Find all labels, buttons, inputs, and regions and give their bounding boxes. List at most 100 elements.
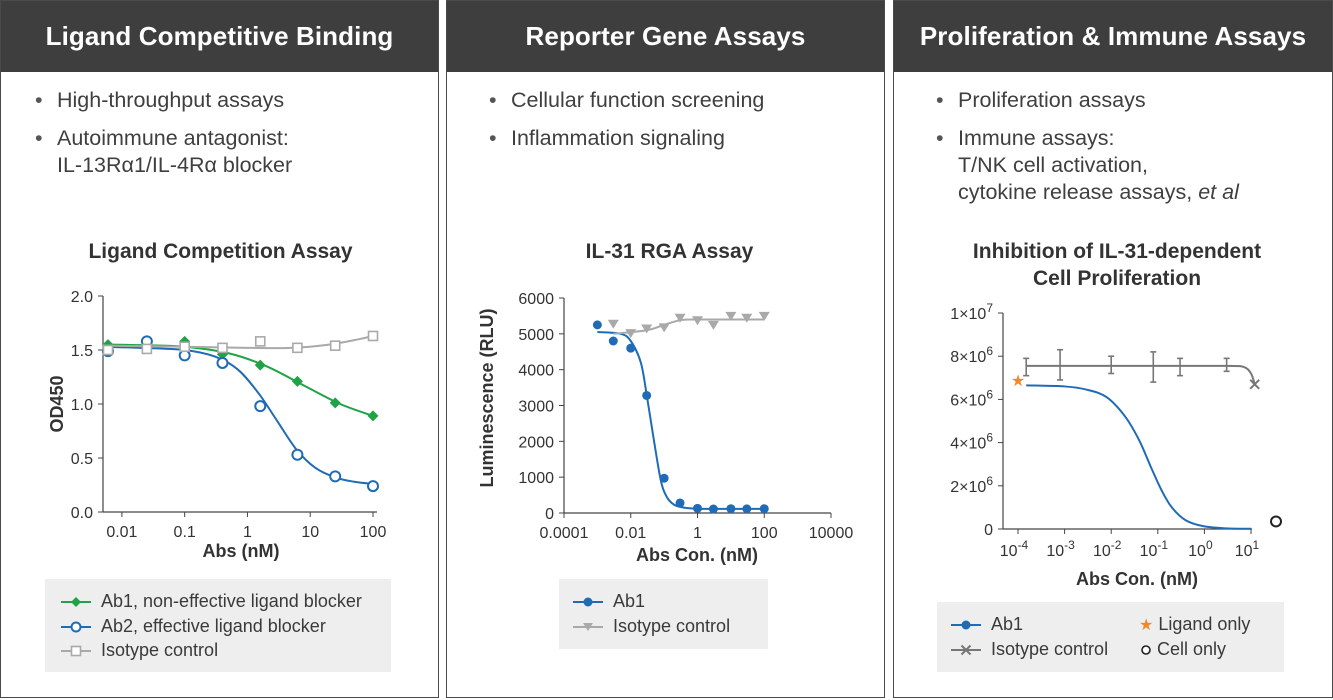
panel-header: Reporter Gene Assays [447, 1, 884, 72]
x-axis-label: Abs Con. (nM) [1076, 569, 1198, 589]
y-tick-label: 4×106 [950, 431, 993, 453]
data-point [725, 311, 737, 321]
data-point [608, 336, 618, 346]
bullet-text: Cellular function screening [511, 88, 765, 112]
data-point [291, 375, 303, 387]
legend-label: Ab2, effective ligand blocker [101, 616, 326, 636]
chart-title: Ligand Competition Assay [88, 240, 353, 263]
legend-label: Ab1 [991, 614, 1024, 634]
legend-item-cell: Cell only [1139, 639, 1226, 660]
bullet-list: Cellular function screening Inflammation… [485, 87, 764, 163]
data-point [254, 336, 266, 347]
data-point [367, 410, 379, 422]
y-axis-label: OD450 [47, 375, 67, 432]
legend-label: Cell only [1157, 639, 1227, 659]
y-tick-label: 0 [545, 506, 554, 523]
legend-label: Isotype control [991, 639, 1109, 659]
y-tick-label: 0 [984, 522, 993, 539]
data-point [759, 504, 769, 514]
data-point [693, 503, 702, 513]
x-tick-label: 10-3 [1046, 538, 1075, 560]
y-tick-label: 3000 [518, 399, 554, 416]
y-tick-label: 2.0 [71, 289, 93, 306]
panel-header: Ligand Competitive Binding [1, 1, 438, 72]
legend-item-ab1: Ab1, non-effective ligand blocker [59, 591, 362, 612]
data-point [367, 480, 379, 493]
x-tick-label: 1 [243, 524, 252, 541]
x-tick-label: 10-4 [1000, 538, 1029, 560]
panel-reporter-gene: Reporter Gene Assays Cellular function s… [446, 0, 885, 698]
data-point [692, 316, 703, 326]
y-tick-label: 8×106 [950, 344, 993, 366]
open-circle-marker-icon [1141, 645, 1151, 656]
bullet-text-italic: et al [1198, 180, 1239, 204]
data-point [254, 400, 267, 413]
data-point [641, 324, 653, 334]
legend: Ab1 Isotype control ★ Ligand only Cell on… [937, 602, 1284, 672]
fit-curve [613, 318, 765, 335]
data-point [179, 341, 190, 353]
data-point [607, 319, 619, 329]
chart-cell-proliferation: 0 2×106 4×106 6×106 8×106 1×107 10-4 10-3 10-2 10… [950, 301, 1282, 589]
y-tick-label: 6000 [518, 291, 554, 308]
open-circle-marker-icon [61, 621, 91, 633]
x-tick-label: 100 [360, 524, 387, 541]
circle-marker-icon [951, 620, 981, 630]
data-point [1249, 379, 1260, 390]
data-point [367, 330, 379, 342]
data-point [726, 504, 736, 514]
legend-label: Ab1, non-effective ligand blocker [101, 591, 362, 611]
data-point [102, 344, 114, 356]
circle-marker-icon [573, 597, 603, 607]
y-tick-label: 1000 [518, 470, 554, 487]
bullet-item: High-throughput assays [31, 87, 292, 114]
diamond-marker-icon [61, 597, 91, 608]
star-marker-icon: ★ [1011, 373, 1025, 390]
x-tick-label: 100 [751, 525, 778, 542]
legend-item-ab1: Ab1 [571, 591, 645, 612]
data-point [707, 320, 719, 330]
x-marker-icon [951, 645, 981, 656]
x-tick-label: 10-2 [1093, 538, 1122, 560]
y-tick-label: 0.0 [71, 505, 93, 522]
bullet-text: Inflammation signaling [511, 126, 725, 150]
bullet-text-line3: cytokine release assays, [958, 180, 1199, 204]
y-tick-label: 5000 [518, 327, 554, 344]
y-tick-label: 2000 [518, 434, 554, 451]
data-point [625, 329, 637, 339]
data-point [141, 343, 153, 355]
x-tick-label: 1 [693, 525, 702, 542]
legend-item-isotype: Isotype control [571, 616, 730, 637]
legend: Ab1 Isotype control [559, 579, 768, 649]
data-point [1270, 515, 1282, 528]
x-axis-label: Abs (nM) [203, 541, 280, 561]
bullet-list: High-throughput assays Autoimmune antago… [31, 87, 292, 190]
bullet-text: Proliferation assays [958, 88, 1146, 112]
panel-ligand-binding: Ligand Competitive Binding High-throughp… [0, 0, 439, 698]
y-axis-label: Luminescence (RLU) [477, 308, 497, 487]
bullet-text: High-throughput assays [57, 88, 285, 112]
chart-il31-rga: 0 1000 2000 3000 4000 5000 6000 0.0001 0.01 1 100 1… [477, 291, 853, 565]
y-tick-label: 4000 [518, 363, 554, 380]
data-point [658, 323, 670, 333]
chart-title-line2: Cell Proliferation [1032, 267, 1202, 290]
data-point [675, 498, 685, 508]
y-tick-label: 2×106 [950, 474, 993, 496]
bullet-item: Immune assays: T/NK cell activation, cytok… [932, 125, 1239, 206]
data-point [254, 359, 266, 371]
bullet-item: Inflammation signaling [485, 125, 764, 152]
chart-title: IL-31 RGA Assay [585, 240, 754, 263]
x-tick-label: 0.01 [615, 525, 646, 542]
x-tick-label: 0.01 [106, 524, 137, 541]
chart-title: Inhibition of IL-31-dependent Cell Proli… [894, 238, 1333, 292]
fit-curve [1026, 384, 1252, 530]
legend-item-ligand: ★ Ligand only [1139, 614, 1250, 635]
bullet-list: Proliferation assays Immune assays: T/NK … [932, 87, 1239, 217]
bullet-text-line2: IL-13Rα1/IL-4Rα blocker [57, 153, 293, 177]
bullet-item: Autoimmune antagonist: IL-13Rα1/IL-4Rα bl… [31, 125, 292, 179]
y-tick-label: 1.5 [71, 343, 93, 360]
legend-label: Isotype control [101, 640, 219, 660]
x-tick-label: 0.1 [174, 524, 196, 541]
chart-ligand-competition: 0.0 0.5 1.0 1.5 2.0 0.01 0.1 1 10 100 Abs (nM) OD45… [47, 289, 387, 561]
data-point [742, 504, 752, 514]
